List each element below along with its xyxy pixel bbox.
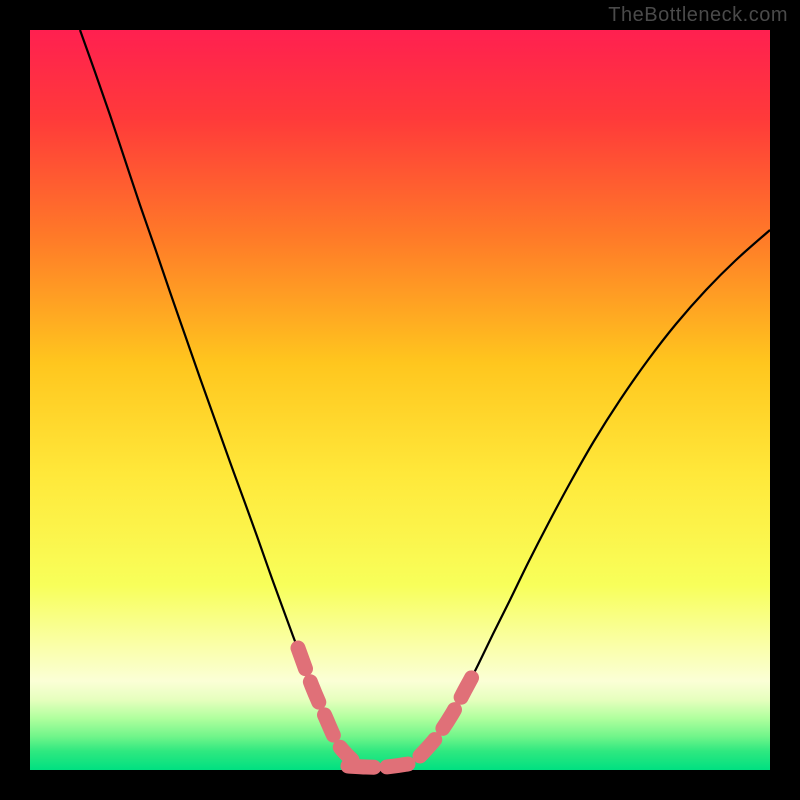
dash-flat_bottom_dash [348,764,408,767]
chart-frame: TheBottleneck.com [0,0,800,800]
watermark-text: TheBottleneck.com [608,4,788,27]
bottleneck-chart [0,0,800,800]
plot-background [30,30,770,770]
